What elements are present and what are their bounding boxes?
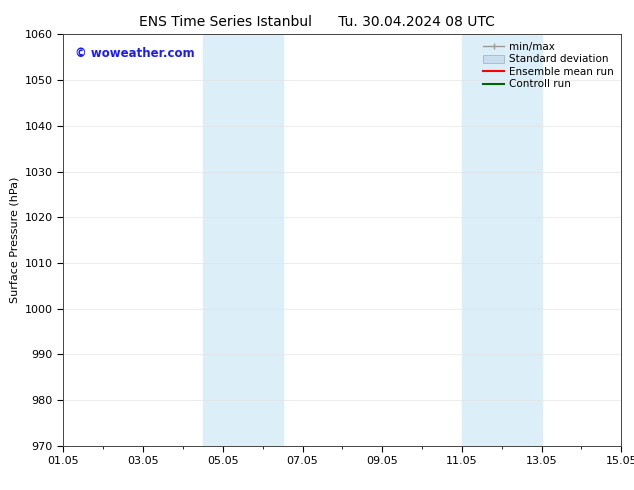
Bar	[462, 34, 541, 446]
Text: ENS Time Series Istanbul      Tu. 30.04.2024 08 UTC: ENS Time Series Istanbul Tu. 30.04.2024 …	[139, 15, 495, 29]
Legend: min/max, Standard deviation, Ensemble mean run, Controll run: min/max, Standard deviation, Ensemble me…	[481, 40, 616, 92]
Text: © woweather.com: © woweather.com	[75, 47, 194, 60]
Bar	[203, 34, 283, 446]
Y-axis label: Surface Pressure (hPa): Surface Pressure (hPa)	[10, 177, 19, 303]
